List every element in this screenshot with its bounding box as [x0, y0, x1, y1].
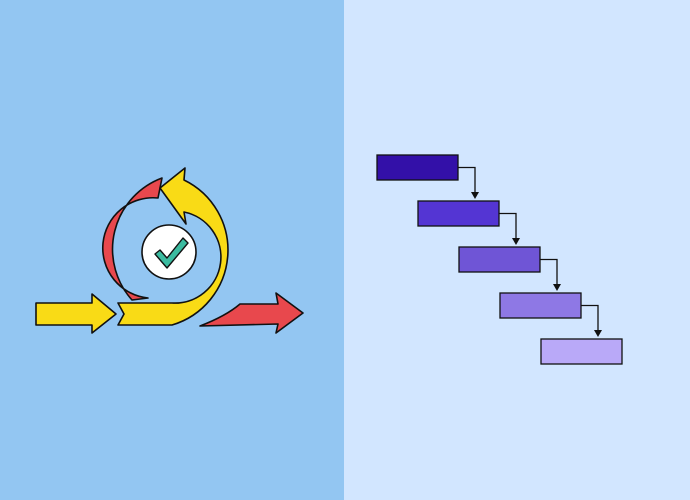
down-arrowhead-icon — [512, 238, 520, 245]
waterfall-steps-group — [376, 154, 623, 365]
down-arrowhead-icon — [471, 192, 479, 199]
waterfall-step-4 — [499, 292, 582, 319]
forward-arrow-icon — [35, 293, 117, 334]
waterfall-connector-4 — [581, 304, 599, 331]
check-icon — [154, 237, 189, 269]
down-arrowhead-icon — [553, 284, 561, 291]
waterfall-step-3 — [458, 246, 541, 273]
waterfall-step-2 — [417, 200, 500, 227]
yellow-loop-arrow-icon — [117, 167, 229, 326]
waterfall-connector-2 — [499, 212, 517, 239]
check-badge — [141, 224, 197, 280]
waterfall-step-1 — [376, 154, 459, 181]
red-loop-arrow-icon — [101, 177, 163, 301]
waterfall-connector-1 — [458, 166, 476, 193]
waterfall-connector-3 — [540, 258, 558, 285]
outgoing-arrow-icon — [199, 292, 304, 334]
waterfall-step-5 — [540, 338, 623, 365]
agile-loop-group — [35, 167, 304, 334]
down-arrowhead-icon — [594, 330, 602, 337]
